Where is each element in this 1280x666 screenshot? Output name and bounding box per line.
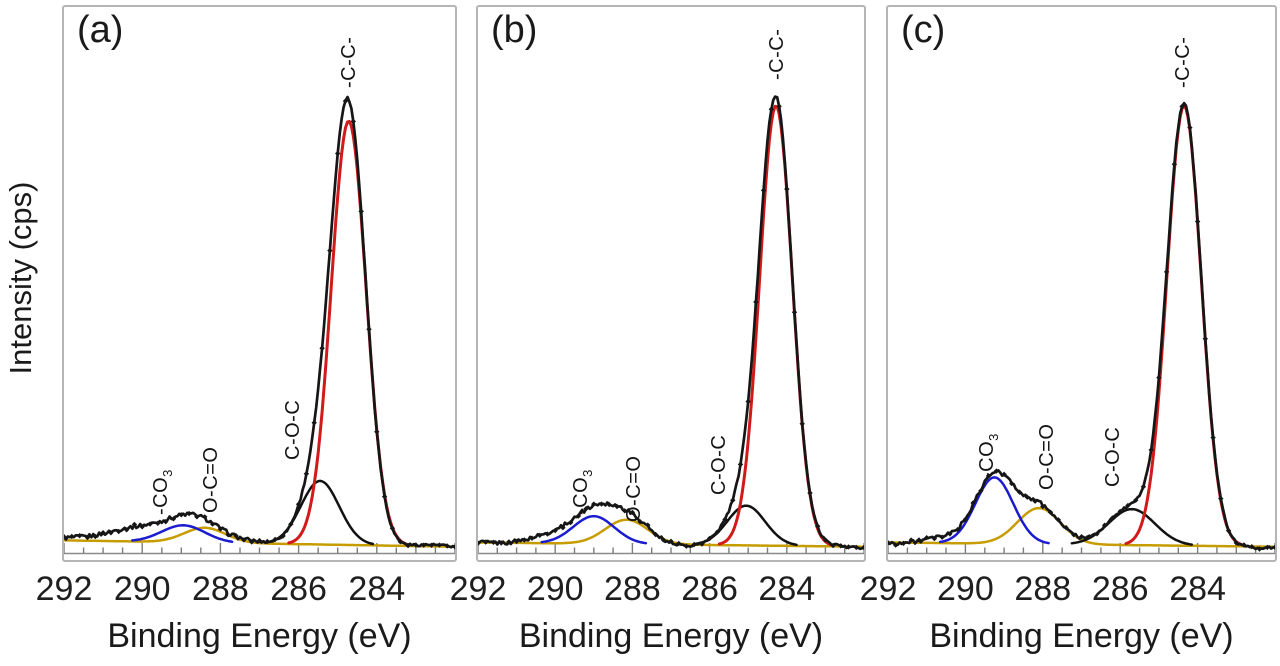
- fit-cc-curve: [287, 119, 410, 547]
- x-tick-label: 284: [348, 570, 406, 608]
- x-axis-ticks: [64, 543, 455, 554]
- x-tick-label: 292: [449, 570, 507, 608]
- envelope-curve: [478, 95, 864, 551]
- peak-label-subscript: 3: [159, 469, 175, 477]
- envelope-curve: [888, 101, 1275, 551]
- x-tick-labels: 292 290 288 286 284: [450, 570, 864, 612]
- x-tick-label: 290: [937, 570, 994, 608]
- x-tick-label: 290: [526, 570, 584, 608]
- spectrum-plot: [478, 95, 864, 555]
- fit-oco-curve: [888, 506, 1275, 548]
- fit-cc-curve: [1124, 104, 1244, 547]
- peak-label-text: -C-C-: [337, 36, 360, 88]
- peak-label-text: C-O-C: [1101, 426, 1124, 487]
- peak-label-co3: -CO3: [570, 470, 599, 515]
- x-tick-label: 292: [859, 570, 917, 608]
- x-tick-label: 292: [35, 570, 93, 608]
- panel-letter: (b): [491, 9, 538, 51]
- x-axis-ticks: [478, 543, 864, 554]
- x-tick-labels: 292 290 288 286 284: [860, 570, 1275, 612]
- panel-letter: (c): [901, 9, 946, 51]
- peak-label-subscript: 3: [580, 469, 595, 477]
- peak-label-text: -CO: [149, 476, 172, 515]
- spectrum-plot: [888, 101, 1275, 555]
- peak-label-cc: -C-C-: [338, 37, 360, 88]
- peak-label-text: C-O-C: [708, 434, 731, 495]
- x-tick-label: 288: [604, 570, 661, 608]
- fit-cc-curve: [717, 104, 833, 547]
- peak-label-oco: O-C=O: [200, 447, 222, 513]
- peak-label-coc: C-O-C: [708, 435, 730, 495]
- panel-letter: (a): [77, 9, 124, 51]
- x-tick-labels: 292 290 288 286 284: [36, 570, 455, 612]
- peak-label-text: O-C=O: [1035, 423, 1058, 490]
- panel-c: (c) -C-C- C-O-C O-C=O -CO3: [886, 5, 1277, 562]
- spectrum-plot: [64, 95, 455, 555]
- x-tick-label: 286: [1091, 570, 1149, 608]
- x-tick-label: 286: [681, 570, 738, 608]
- x-axis-title: Binding Energy (eV): [107, 617, 412, 655]
- x-axis-ticks: [888, 543, 1275, 554]
- peak-label-oco: O-C=O: [1036, 424, 1058, 490]
- peak-label-co3: -CO3: [150, 470, 179, 515]
- peak-label-coc: C-O-C: [1102, 427, 1124, 487]
- y-axis-label: Intensity (cps): [3, 181, 38, 375]
- fit-co3-curve: [540, 514, 648, 545]
- peak-label-text: -CO: [570, 476, 592, 515]
- peak-label-text: O-C=O: [199, 446, 222, 513]
- peak-label-text: -C-C-: [1171, 36, 1194, 88]
- fit-co3-curve: [131, 524, 234, 544]
- peak-label-co3: -CO3: [976, 434, 1005, 479]
- x-tick-label: 286: [270, 570, 327, 608]
- panel-a: (a) -C-C- C-O-C O-C=O -CO3: [62, 5, 457, 562]
- x-axis-title: Binding Energy (eV): [929, 617, 1234, 655]
- peak-label-cc: -C-C-: [766, 29, 788, 80]
- peak-label-text: C-O-C: [281, 399, 304, 460]
- peak-label-coc: C-O-C: [282, 400, 304, 460]
- x-tick-label: 288: [192, 570, 249, 608]
- fit-co3-curve: [938, 476, 1050, 545]
- peak-label-cc: -C-C-: [1172, 37, 1194, 88]
- x-tick-label: 284: [1169, 570, 1226, 608]
- x-tick-label: 284: [758, 570, 816, 608]
- x-tick-label: 290: [113, 570, 171, 608]
- peak-label-subscript: 3: [986, 433, 1002, 441]
- peak-label-text: -CO: [976, 440, 999, 479]
- data-markers: [64, 98, 455, 550]
- peak-label-oco: O-C=O: [623, 456, 645, 522]
- peak-label-text: -C-C-: [766, 28, 789, 80]
- peak-label-text: O-C=O: [623, 455, 646, 522]
- panel-b: (b) -C-C- C-O-C O-C=O -CO3: [476, 5, 866, 562]
- x-axis-title: Binding Energy (eV): [518, 617, 824, 655]
- data-markers: [478, 103, 864, 551]
- envelope-curve: [64, 95, 455, 549]
- x-tick-label: 288: [1014, 570, 1072, 608]
